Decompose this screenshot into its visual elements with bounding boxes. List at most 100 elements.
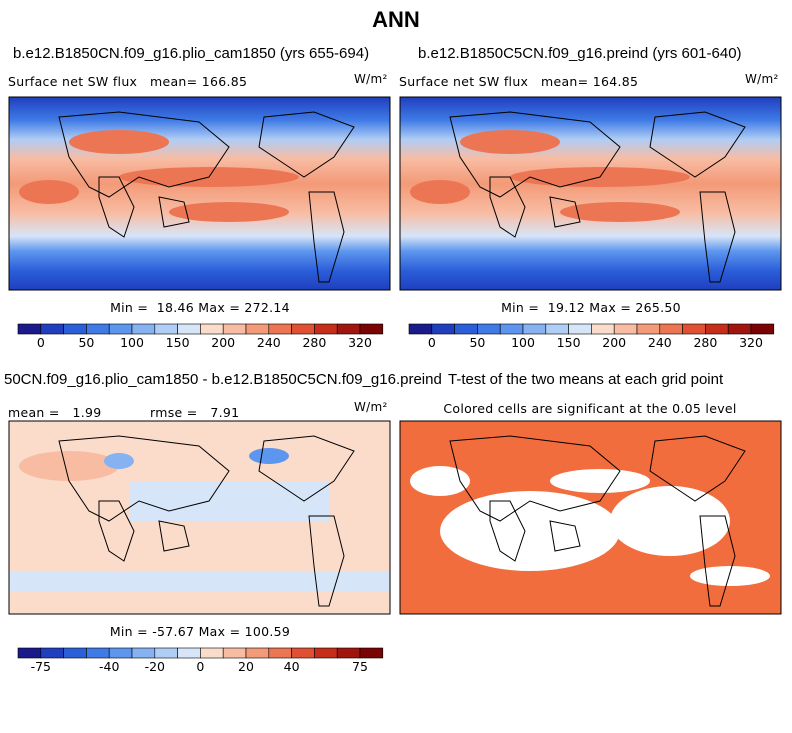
map-frame	[399, 96, 782, 291]
field-name: Surface net SW flux	[8, 74, 138, 89]
coastline	[98, 176, 135, 238]
colorbar-box	[499, 323, 524, 335]
coastline	[308, 515, 345, 607]
panel-title: T-test of the two means at each grid poi…	[448, 371, 724, 388]
map-field	[9, 571, 390, 591]
colorbar-box	[454, 323, 478, 335]
colorbar-box	[268, 323, 292, 335]
map-frame	[8, 420, 391, 615]
colorbar-label: 200	[211, 335, 236, 350]
colorbar-box	[17, 647, 42, 659]
colorbar-label: 0	[427, 335, 436, 350]
colorbar-box	[291, 323, 315, 335]
colorbar-box	[177, 647, 201, 659]
map	[8, 420, 391, 615]
colorbar-label: 0	[196, 659, 205, 674]
map	[8, 96, 391, 291]
colorbar-box	[108, 323, 133, 335]
map-field	[249, 448, 289, 464]
mean-value: mean= 166.85	[150, 74, 248, 89]
figure-title: ANN	[372, 7, 420, 32]
colorbar-box	[613, 323, 638, 335]
map	[399, 420, 782, 615]
units: W/m²	[354, 72, 388, 86]
colorbar-box	[359, 647, 384, 659]
colorbar-label: 240	[647, 335, 672, 350]
map	[399, 96, 782, 291]
coastline	[258, 111, 355, 178]
map-field	[410, 180, 470, 204]
colorbar-box	[522, 323, 547, 335]
colorbar-box	[336, 323, 361, 335]
field-name: Surface net SW flux	[399, 74, 529, 89]
colorbar-box	[63, 647, 87, 659]
coastline	[649, 111, 746, 178]
colorbar-box	[245, 323, 270, 335]
colorbar-box	[154, 323, 178, 335]
panel-subtitle: Colored cells are significant at the 0.0…	[443, 401, 737, 416]
coastline	[449, 111, 621, 198]
colorbar-label: -75	[30, 659, 52, 674]
mean-value: mean = 1.99	[8, 405, 102, 420]
map-field	[19, 180, 79, 204]
coastline	[489, 176, 526, 238]
coastline	[699, 191, 736, 283]
colorbar-box	[591, 323, 615, 335]
colorbar-box	[86, 647, 110, 659]
colorbar-box	[222, 647, 247, 659]
colorbar-box	[63, 323, 87, 335]
colorbar-box	[40, 647, 64, 659]
colorbar-box	[750, 323, 775, 335]
coastline	[258, 435, 355, 502]
colorbar-label: 50	[469, 335, 486, 350]
coastline	[549, 520, 581, 552]
colorbar-label: -20	[144, 659, 166, 674]
colorbar-label: -40	[98, 659, 120, 674]
map-frame	[8, 96, 391, 291]
colorbar-box	[636, 323, 661, 335]
colorbar-box	[359, 323, 384, 335]
map-field	[19, 451, 119, 481]
min-max: Min = 19.12 Max = 265.50	[501, 300, 681, 315]
colorbar-box	[545, 323, 569, 335]
colorbar-label: 20	[238, 659, 254, 674]
colorbar-box	[40, 323, 64, 335]
colorbar-label: 0	[36, 335, 45, 350]
map-field	[104, 453, 134, 469]
panel-title: b.e12.B1850C5CN.f09_g16.preind (yrs 601-…	[418, 45, 742, 62]
colorbar-label: 50	[78, 335, 95, 350]
colorbar-box	[291, 647, 315, 659]
map-field	[460, 130, 560, 154]
coastline	[158, 520, 190, 552]
map-field	[560, 202, 680, 222]
colorbar-box	[314, 323, 338, 335]
colorbar-box	[682, 323, 706, 335]
map-frame	[399, 420, 782, 615]
panel-title: 50CN.f09_g16.plio_cam1850 - b.e12.B1850C…	[4, 371, 442, 388]
colorbar-box	[86, 323, 110, 335]
coastline	[158, 196, 190, 228]
colorbar-label: 240	[256, 335, 281, 350]
map-field	[169, 202, 289, 222]
colorbar-box	[568, 323, 592, 335]
colorbar-box	[17, 323, 42, 335]
colorbar-label: 280	[302, 335, 327, 350]
colorbar-box	[705, 323, 729, 335]
colorbar-label: 320	[739, 335, 763, 350]
colorbar-box	[177, 323, 201, 335]
colorbar-label: 100	[511, 335, 535, 350]
min-max: Min = 18.46 Max = 272.14	[110, 300, 290, 315]
colorbar-label: 150	[556, 335, 581, 350]
colorbar-box	[727, 323, 752, 335]
units: W/m²	[745, 72, 779, 86]
colorbar-box	[131, 323, 156, 335]
coastline	[308, 191, 345, 283]
colorbar-box	[222, 323, 247, 335]
insignificant-area	[410, 466, 470, 496]
colorbar-label: 200	[602, 335, 627, 350]
insignificant-area	[610, 486, 730, 556]
colorbar-label: 100	[120, 335, 144, 350]
colorbar-box	[200, 323, 224, 335]
colorbar-box	[154, 647, 178, 659]
